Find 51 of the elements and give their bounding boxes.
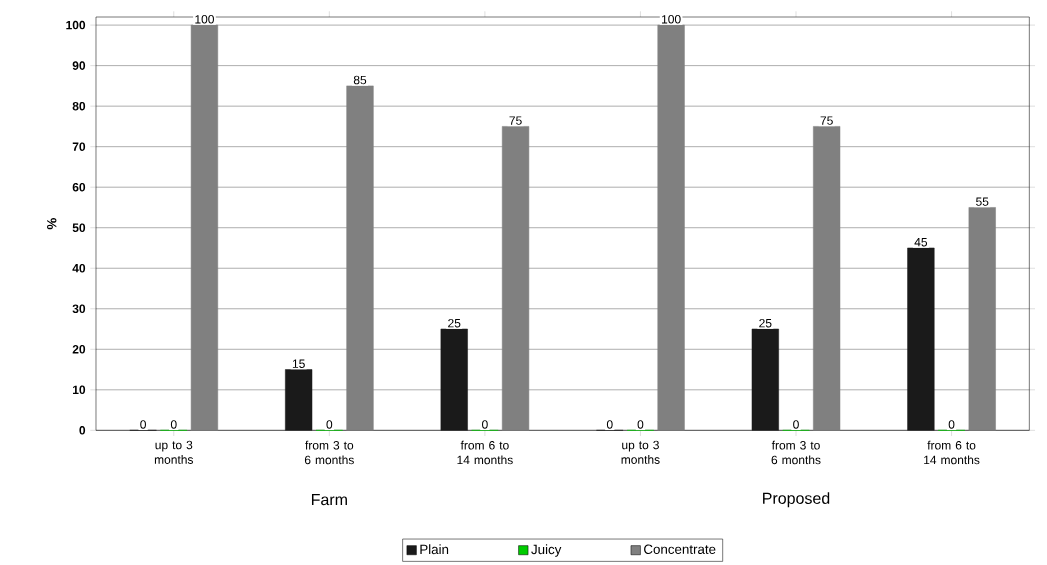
data-label: 75 bbox=[820, 116, 833, 125]
data-label: 0 bbox=[793, 420, 799, 429]
y-tick-label: 90 bbox=[72, 61, 86, 70]
legend-label: Juicy bbox=[531, 544, 562, 557]
data-label: 0 bbox=[948, 420, 955, 429]
legend-label: Plain bbox=[420, 544, 449, 555]
bar bbox=[813, 126, 841, 431]
data-label: 45 bbox=[914, 238, 928, 247]
data-label: 25 bbox=[448, 318, 461, 328]
data-label: 25 bbox=[759, 318, 772, 328]
y-tick-label: 0 bbox=[79, 426, 86, 435]
x-tick-label: from 6 to 14 months bbox=[457, 440, 513, 465]
y-tick-label: 40 bbox=[72, 263, 86, 273]
data-label: 0 bbox=[140, 420, 146, 429]
x-tick-label: from 3 to 6 months bbox=[304, 440, 354, 465]
bar bbox=[968, 207, 996, 431]
y-axis-title: % bbox=[47, 218, 57, 230]
bar bbox=[501, 126, 530, 431]
data-label: 100 bbox=[662, 15, 681, 24]
text: Proposed bbox=[763, 492, 830, 508]
y-tick-label: 60 bbox=[72, 182, 86, 192]
data-label: 15 bbox=[292, 359, 305, 368]
data-label: 85 bbox=[353, 75, 367, 85]
y-tick-label: 80 bbox=[72, 101, 86, 111]
data-label: 0 bbox=[482, 420, 488, 429]
data-label: 0 bbox=[606, 420, 613, 429]
y-tick-label: 20 bbox=[72, 345, 86, 354]
y-tick-label: 30 bbox=[72, 304, 86, 314]
data-label: 55 bbox=[976, 197, 989, 206]
text: Farm bbox=[311, 494, 347, 506]
bar bbox=[285, 369, 313, 431]
bar bbox=[440, 328, 468, 431]
y-tick-label: 10 bbox=[73, 385, 86, 395]
y-tick-label: 100 bbox=[66, 20, 86, 30]
data-label: 0 bbox=[170, 420, 177, 429]
bar bbox=[751, 328, 779, 431]
x-tick-label: up to 3 months bbox=[621, 440, 660, 464]
data-label: 0 bbox=[326, 420, 333, 429]
bar bbox=[346, 85, 374, 431]
data-label: 100 bbox=[195, 15, 214, 24]
bar bbox=[190, 24, 219, 431]
bar bbox=[907, 247, 935, 431]
x-tick-label: from 6 to 14 months bbox=[924, 440, 980, 465]
y-tick-label: 70 bbox=[72, 142, 86, 151]
data-label: 75 bbox=[509, 116, 522, 125]
legend-label: Concentrate bbox=[644, 544, 716, 554]
x-tick-label: up to 3 months bbox=[154, 440, 194, 464]
bar bbox=[657, 24, 685, 431]
y-tick-label: 50 bbox=[72, 223, 86, 232]
x-tick-label: from 3 to 6 months bbox=[771, 440, 821, 465]
data-label: 0 bbox=[637, 420, 644, 429]
